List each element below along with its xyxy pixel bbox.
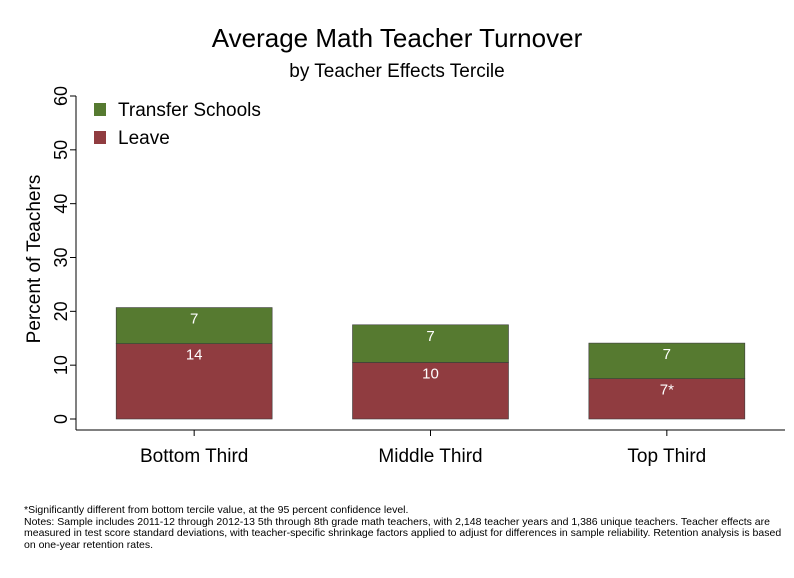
legend: Transfer Schools Leave bbox=[94, 100, 261, 149]
legend-swatch bbox=[94, 131, 106, 144]
sample-note: Notes: Sample includes 2011-12 through 2… bbox=[24, 515, 782, 551]
y-tick-label: 10 bbox=[51, 355, 71, 375]
chart-title: Average Math Teacher Turnover bbox=[212, 23, 583, 53]
bar-leave bbox=[588, 378, 746, 420]
x-tick-label: Top Third bbox=[627, 446, 706, 467]
y-tick-label: 40 bbox=[51, 194, 71, 214]
data-label: 7 bbox=[426, 328, 434, 345]
bar-transfer-schools bbox=[115, 307, 273, 344]
bar-leave bbox=[352, 362, 509, 420]
legend-swatch bbox=[94, 103, 106, 116]
bar-transfer-schools bbox=[352, 324, 509, 363]
significance-note: *Significantly different from bottom ter… bbox=[24, 504, 409, 516]
y-tick-label: 50 bbox=[51, 140, 71, 160]
data-label: 7 bbox=[190, 311, 198, 328]
data-label: 10 bbox=[422, 365, 439, 382]
plot-area: 0 10 20 30 40 50 60 14 7 Bottom Third 10 7 Middle Th… bbox=[51, 86, 785, 467]
x-tick-label: Bottom Third bbox=[140, 446, 248, 467]
y-tick-label: 30 bbox=[51, 247, 71, 267]
x-tick-label: Middle Third bbox=[378, 446, 482, 467]
y-tick-label: 0 bbox=[51, 414, 71, 424]
chart-subtitle: by Teacher Effects Tercile bbox=[289, 61, 504, 82]
bar-leave bbox=[115, 343, 273, 420]
legend-label: Leave bbox=[118, 128, 170, 149]
data-label: 7 bbox=[663, 346, 671, 363]
data-label: 14 bbox=[186, 347, 203, 364]
chart: Average Math Teacher Turnover by Teacher… bbox=[24, 23, 785, 467]
y-tick-label: 20 bbox=[51, 301, 71, 321]
y-axis-label: Percent of Teachers bbox=[24, 175, 45, 344]
legend-label: Transfer Schools bbox=[118, 100, 261, 121]
y-tick-label: 60 bbox=[51, 86, 71, 106]
footnotes: *Significantly different from bottom ter… bbox=[24, 504, 784, 551]
data-label: 7* bbox=[660, 382, 674, 399]
bar-transfer-schools bbox=[588, 342, 746, 379]
